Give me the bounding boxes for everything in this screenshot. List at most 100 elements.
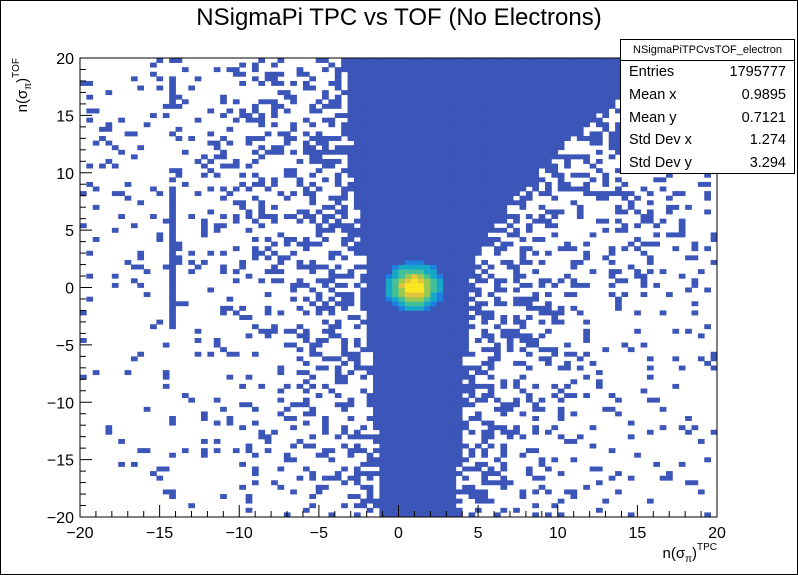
heatmap-bin <box>398 76 406 82</box>
heatmap-bin <box>366 305 374 311</box>
heatmap-bin <box>404 484 412 490</box>
heatmap-bin <box>341 122 348 128</box>
heatmap-bin <box>220 163 227 169</box>
heatmap-bin <box>436 80 444 86</box>
heatmap-bin <box>634 237 641 242</box>
heatmap-bin <box>443 480 450 486</box>
heatmap-bin <box>398 347 406 353</box>
heatmap-bin <box>525 131 533 137</box>
heatmap-bin <box>468 172 476 178</box>
heatmap-bin <box>538 356 546 362</box>
heatmap-bin <box>283 90 291 96</box>
heatmap-bin <box>443 402 450 408</box>
heatmap-bin <box>373 269 380 275</box>
heatmap-bin <box>347 172 355 178</box>
heatmap-bin <box>532 136 539 141</box>
heatmap-bin <box>398 246 406 252</box>
heatmap-bin <box>494 177 501 183</box>
heatmap-bin <box>423 342 431 348</box>
heatmap-bin <box>417 461 425 467</box>
heatmap-bin <box>500 259 508 265</box>
heatmap-bin <box>462 186 469 192</box>
heatmap-bin <box>545 80 552 86</box>
heatmap-bin <box>392 347 399 353</box>
heatmap-bin <box>449 374 457 380</box>
heatmap-bin <box>570 494 578 499</box>
heatmap-bin <box>646 255 654 261</box>
heatmap-bin <box>296 158 304 164</box>
heatmap-bin <box>398 223 406 229</box>
heatmap-bin <box>353 241 361 247</box>
heatmap-bin <box>417 397 425 403</box>
heatmap-bin <box>373 402 380 408</box>
heatmap-bin <box>430 264 438 270</box>
heatmap-bin <box>334 319 342 325</box>
heatmap-bin <box>392 471 399 477</box>
heatmap-bin <box>532 122 539 128</box>
heatmap-bin <box>455 191 463 197</box>
heatmap-bin <box>411 301 418 307</box>
heatmap-bin <box>366 99 374 105</box>
heatmap-bin <box>500 149 508 155</box>
heatmap-bin <box>487 76 495 82</box>
heatmap-bin <box>474 292 482 298</box>
heatmap-bin <box>455 94 463 100</box>
heatmap-bin <box>379 397 387 403</box>
heatmap-bin <box>137 448 145 454</box>
heatmap-bin <box>379 498 387 504</box>
heatmap-bin <box>653 177 661 183</box>
heatmap-bin <box>506 90 514 96</box>
heatmap-bin <box>551 383 559 389</box>
heatmap-bin <box>430 149 438 155</box>
heatmap-bin <box>564 154 571 160</box>
heatmap-bin <box>704 512 711 518</box>
heatmap-bin <box>404 209 412 215</box>
heatmap-bin <box>449 58 457 63</box>
heatmap-bin <box>513 113 520 119</box>
heatmap-bin <box>487 420 495 426</box>
heatmap-bin <box>366 301 374 307</box>
heatmap-bin <box>417 154 425 160</box>
heatmap-bin <box>430 200 438 206</box>
heatmap-bin <box>449 204 457 210</box>
heatmap-bin <box>506 172 514 178</box>
heatmap-bin <box>570 457 578 463</box>
heatmap-bin <box>258 434 266 440</box>
heatmap-bin <box>583 71 590 77</box>
heatmap-bin <box>169 259 176 265</box>
heatmap-bin <box>519 154 527 160</box>
heatmap-bin <box>283 214 291 219</box>
heatmap-bin <box>271 71 278 77</box>
heatmap-bin <box>398 503 406 509</box>
heatmap-bin <box>366 232 374 238</box>
heatmap-bin <box>366 337 374 343</box>
heatmap-bin <box>290 342 297 348</box>
heatmap-bin <box>302 411 310 417</box>
heatmap-bin <box>347 163 355 169</box>
heatmap-bin <box>404 388 412 394</box>
heatmap-bin <box>169 218 176 224</box>
heatmap-bin <box>347 136 355 141</box>
heatmap-bin <box>672 232 680 238</box>
heatmap-bin <box>398 172 406 178</box>
heatmap-bin <box>468 99 476 105</box>
heatmap-bin <box>341 443 348 449</box>
heatmap-bin <box>322 301 329 307</box>
heatmap-bin <box>398 113 406 119</box>
heatmap-bin <box>583 250 590 256</box>
heatmap-bin <box>468 71 476 77</box>
heatmap-bin <box>417 347 425 353</box>
heatmap-bin <box>417 507 425 513</box>
heatmap-bin <box>462 305 469 311</box>
heatmap-bin <box>481 122 489 128</box>
y-tick-label: 5 <box>65 223 74 240</box>
heatmap-bin <box>392 466 399 472</box>
heatmap-bin <box>436 209 444 215</box>
heatmap-bin <box>678 365 686 371</box>
heatmap-bin <box>385 411 393 417</box>
heatmap-bin <box>551 282 559 288</box>
heatmap-bin <box>666 172 673 178</box>
heatmap-bin <box>589 62 597 68</box>
heatmap-bin <box>468 149 476 155</box>
heatmap-bin <box>474 301 482 307</box>
